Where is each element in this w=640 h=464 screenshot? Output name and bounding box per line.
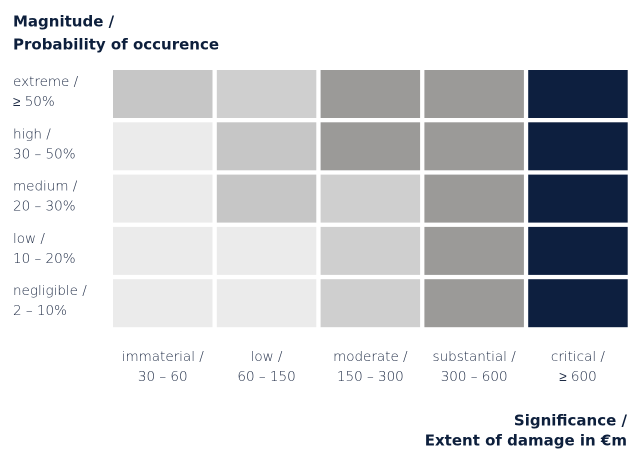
row-label: 20 – 30%	[13, 199, 76, 215]
matrix-cell	[113, 70, 213, 118]
matrix-cell	[528, 174, 628, 223]
matrix-cell	[216, 70, 317, 118]
column-label: 60 – 150	[237, 369, 295, 385]
column-label: substantial /	[433, 349, 517, 365]
matrix-cell	[424, 279, 524, 328]
column-label: ≥ 600	[559, 369, 596, 385]
row-label: extreme /	[13, 74, 79, 90]
matrix-cell	[113, 226, 213, 275]
matrix-cell	[320, 122, 421, 171]
matrix-cell	[216, 174, 317, 223]
matrix-cell	[424, 70, 524, 118]
matrix-cell	[216, 279, 317, 328]
matrix-cell	[320, 70, 421, 118]
row-label: 2 – 10%	[13, 303, 67, 319]
x-axis-title-line: Significance /	[514, 412, 628, 430]
matrix-cell	[528, 122, 628, 171]
matrix-cell	[216, 226, 317, 275]
column-label: low /	[251, 349, 283, 365]
matrix-cell	[113, 174, 213, 223]
column-label: 30 – 60	[138, 369, 188, 385]
matrix-cell	[424, 122, 524, 171]
title-line: Probability of occurence	[13, 36, 219, 54]
matrix-cell	[424, 174, 524, 223]
row-label: 10 – 20%	[13, 251, 76, 267]
column-label: critical /	[551, 349, 606, 365]
matrix-cell	[320, 279, 421, 328]
row-label: 30 – 50%	[13, 146, 76, 162]
row-label: ≥ 50%	[13, 94, 55, 110]
row-label: medium /	[13, 179, 78, 195]
title-line: Magnitude /	[13, 13, 115, 31]
matrix-cell	[528, 279, 628, 328]
row-label: high /	[13, 126, 51, 142]
matrix-cell	[113, 279, 213, 328]
column-label: immaterial /	[122, 349, 205, 365]
matrix-cell	[528, 70, 628, 118]
matrix-cell	[528, 226, 628, 275]
x-axis-title-line: Extent of damage in €m	[425, 432, 627, 450]
row-label: negligible /	[13, 283, 87, 299]
row-label: low /	[13, 231, 45, 247]
matrix-cell	[320, 226, 421, 275]
matrix-cell	[113, 122, 213, 171]
matrix-cell	[424, 226, 524, 275]
column-label: 150 – 300	[337, 369, 404, 385]
matrix-cell	[320, 174, 421, 223]
matrix-cell	[216, 122, 317, 171]
column-label: moderate /	[333, 349, 408, 365]
column-label: 300 – 600	[441, 369, 508, 385]
